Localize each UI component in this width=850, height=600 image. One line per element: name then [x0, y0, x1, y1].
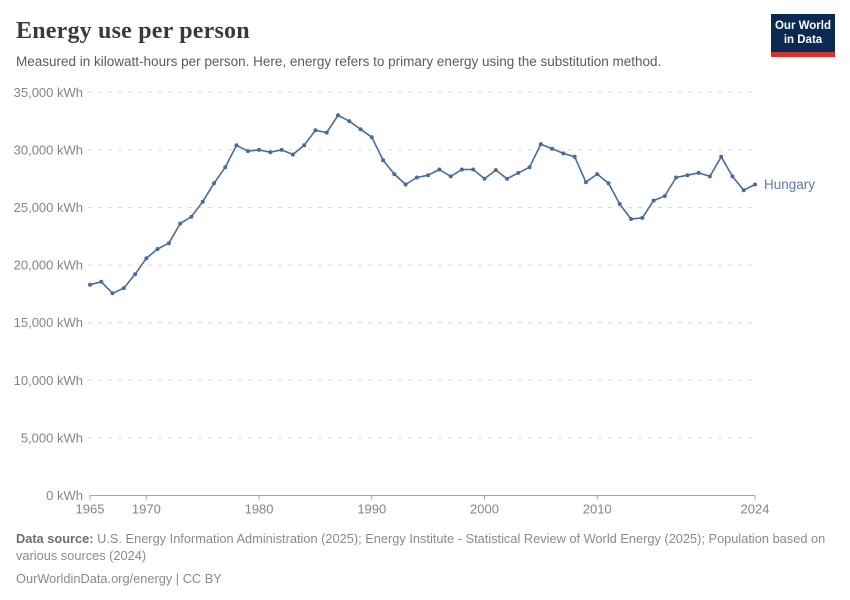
y-axis-label: 25,000 kWh: [14, 200, 83, 215]
data-point: [110, 291, 115, 296]
data-source-label: Data source:: [16, 531, 94, 546]
data-point: [629, 217, 633, 221]
y-axis-label: 30,000 kWh: [14, 142, 83, 157]
footer-separator: |: [172, 570, 183, 586]
y-axis-label: 5,000 kWh: [21, 430, 83, 445]
data-point: [245, 149, 250, 154]
y-axis-label: 10,000 kWh: [14, 373, 83, 388]
owid-logo[interactable]: Our World in Data: [771, 14, 835, 57]
data-point: [279, 147, 284, 152]
data-source: Data source: U.S. Energy Information Adm…: [16, 531, 828, 565]
data-point: [493, 168, 498, 173]
x-axis-label: 2000: [470, 502, 499, 517]
data-point: [707, 174, 712, 179]
data-point: [459, 167, 464, 172]
owid-logo-line2: in Data: [783, 34, 823, 47]
data-point: [234, 143, 239, 148]
data-point: [426, 173, 431, 178]
data-point: [369, 135, 374, 140]
data-point: [313, 128, 318, 133]
footer-url-link[interactable]: OurWorldinData.org/energy: [16, 570, 173, 586]
data-point: [685, 173, 690, 178]
data-point: [471, 167, 476, 172]
data-point: [403, 182, 408, 187]
data-point: [268, 150, 273, 155]
data-point: [437, 167, 442, 172]
data-point: [302, 143, 307, 148]
data-point: [527, 165, 532, 170]
data-point: [223, 165, 228, 170]
data-point: [144, 256, 149, 261]
data-point: [336, 113, 340, 118]
data-point: [99, 279, 104, 284]
data-point: [617, 202, 622, 206]
owid-logo-line1: Our World: [774, 20, 831, 32]
data-point: [200, 199, 205, 204]
chart-header: Energy use per person Measured in kilowa…: [0, 0, 850, 71]
data-point: [189, 214, 194, 219]
chart-subtitle: Measured in kilowatt-hours per person. H…: [16, 54, 662, 70]
data-point: [538, 142, 543, 147]
data-point: [583, 180, 588, 185]
data-point: [257, 147, 262, 152]
license-text: CC BY: [182, 570, 222, 586]
data-point: [696, 170, 701, 175]
data-point: [730, 174, 735, 179]
x-axis-label: 2024: [741, 502, 770, 517]
x-axis-label: 1980: [245, 502, 274, 517]
data-point: [550, 146, 555, 151]
line-chart: 0 kWh 5,000 kWh 10,000 kWh 15,000 kWh 20,000…: [14, 85, 816, 517]
data-point: [212, 181, 216, 186]
series-line-hungary: [89, 114, 756, 295]
data-point: [572, 154, 577, 159]
data-point: [640, 215, 645, 220]
data-point: [178, 221, 183, 226]
chart-footer: Data source: U.S. Energy Information Adm…: [16, 531, 828, 586]
data-point: [414, 175, 419, 180]
x-axis-label: 1970: [132, 502, 161, 517]
data-point: [347, 119, 352, 124]
data-point: [448, 174, 453, 179]
data-point: [121, 286, 126, 291]
series-label-hungary[interactable]: Hungary: [764, 177, 815, 192]
data-source-text: U.S. Energy Information Administration (…: [16, 531, 826, 563]
data-point: [662, 194, 667, 198]
y-axis-label: 35,000 kWh: [14, 85, 83, 100]
x-axis-label: 2010: [583, 502, 612, 517]
page-title: Energy use per person: [16, 18, 250, 44]
data-point: [392, 172, 397, 177]
y-axis-label: 0 kWh: [46, 488, 83, 503]
data-point: [753, 182, 757, 187]
data-point: [155, 247, 160, 251]
license-line: OurWorldinData.org/energy | CC BY: [16, 571, 828, 586]
data-point: [88, 282, 92, 287]
data-point: [674, 175, 679, 180]
data-point: [561, 151, 566, 156]
x-axis-label: 1965: [76, 502, 105, 517]
data-point: [719, 154, 724, 159]
data-point: [606, 181, 611, 186]
data-point: [651, 198, 656, 203]
y-axis-label: 15,000 kWh: [14, 315, 83, 330]
data-point: [505, 176, 509, 181]
data-point: [381, 158, 386, 163]
data-point: [324, 130, 329, 135]
data-point: [595, 172, 600, 177]
data-point: [290, 152, 295, 157]
y-axis-label: 20,000 kWh: [14, 258, 83, 273]
data-point: [516, 170, 521, 175]
data-point: [133, 272, 138, 277]
x-axis-label: 1990: [357, 502, 386, 517]
data-point: [358, 127, 363, 132]
data-point: [166, 241, 171, 246]
data-point: [741, 188, 746, 193]
data-point: [482, 176, 487, 181]
